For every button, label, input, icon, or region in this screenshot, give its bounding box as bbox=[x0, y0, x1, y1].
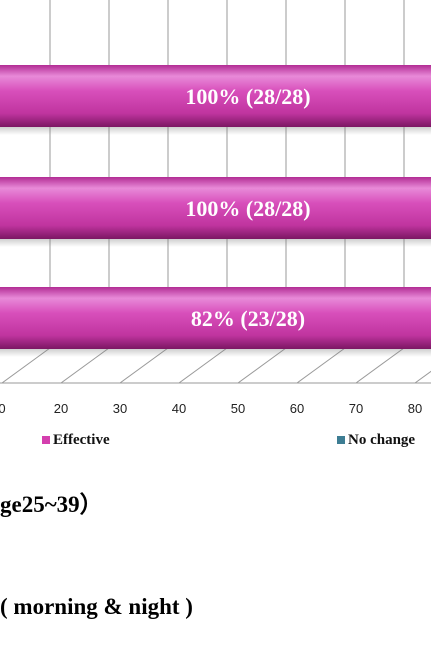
x-tick-label: 30 bbox=[113, 401, 127, 416]
legend-label: No change bbox=[348, 432, 415, 448]
bar-effective bbox=[0, 177, 431, 239]
bar-shadow bbox=[0, 239, 431, 247]
bar-chart: 100% (28/28) 100% (28/28) 82% (23/28) 0 20 30… bbox=[0, 0, 431, 448]
bar-data-label: 82% (23/28) bbox=[191, 306, 305, 331]
x-tick-label: 40 bbox=[172, 401, 186, 416]
x-tick-label: 20 bbox=[54, 401, 68, 416]
bar-effective bbox=[0, 65, 431, 127]
legend-swatch bbox=[42, 436, 50, 444]
x-tick-label: 60 bbox=[290, 401, 304, 416]
bar-shadow bbox=[0, 127, 431, 135]
bar-effective bbox=[0, 287, 431, 349]
chart-svg: 100% (28/28) 100% (28/28) 82% (23/28) 0 20 30… bbox=[0, 0, 431, 448]
legend-swatch bbox=[337, 436, 345, 444]
x-tick-label: 70 bbox=[349, 401, 363, 416]
x-tick-label: 80 bbox=[408, 401, 422, 416]
floor-grid-line bbox=[414, 370, 431, 384]
bar-data-label: 100% (28/28) bbox=[185, 84, 310, 109]
x-tick-label: 50 bbox=[231, 401, 245, 416]
age-caption: ge25~39） bbox=[0, 492, 103, 517]
legend-label: Effective bbox=[53, 432, 110, 448]
bar-shadow bbox=[0, 349, 431, 357]
bar-data-label: 100% (28/28) bbox=[185, 196, 310, 221]
x-tick-label: 0 bbox=[0, 401, 6, 416]
time-caption: ( morning & night ) bbox=[0, 594, 193, 619]
